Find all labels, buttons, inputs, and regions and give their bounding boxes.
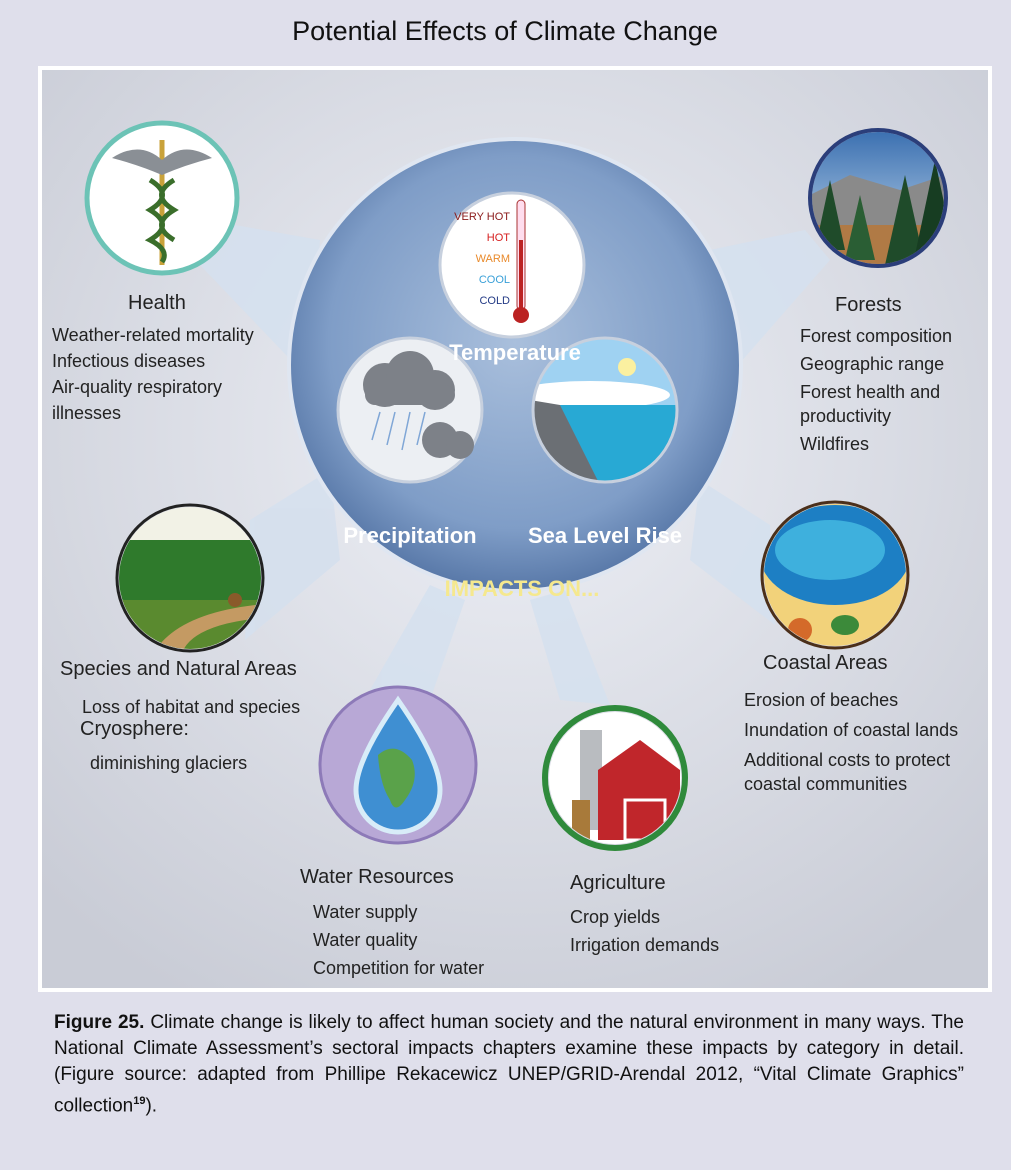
sector-items: Crop yields Irrigation demands bbox=[570, 903, 719, 959]
scale-label: COLD bbox=[479, 295, 510, 307]
sector-item: Water supply bbox=[313, 902, 418, 922]
sector-title: Forests bbox=[835, 294, 902, 316]
sector-item: Competition for water bbox=[313, 958, 485, 978]
forest-ring bbox=[808, 128, 948, 268]
driver-label: Sea Level Rise bbox=[528, 523, 682, 548]
rain bbox=[371, 411, 426, 451]
coastal-icon bbox=[764, 504, 906, 646]
species-ring bbox=[115, 503, 265, 653]
caption-end: ). bbox=[145, 1095, 158, 1117]
sector-item: Irrigation demands bbox=[570, 935, 720, 955]
thermometer-fill bbox=[519, 240, 523, 310]
agriculture-ring bbox=[542, 705, 688, 851]
sector-title: Water Resources bbox=[300, 866, 454, 888]
sector-item: Wildfires bbox=[800, 434, 870, 454]
scale-label: VERY HOT bbox=[454, 211, 510, 223]
title: Potential Effects of Climate Change bbox=[292, 16, 718, 46]
sector-title: Agriculture bbox=[570, 872, 666, 894]
sector-items: Weather-related mortality Infectious dis… bbox=[52, 322, 302, 426]
coastal-ring bbox=[760, 500, 910, 650]
sector-item: Additional costs to protect coastal comm… bbox=[744, 750, 951, 794]
caduceus bbox=[112, 140, 212, 265]
scale-label: WARM bbox=[476, 253, 510, 265]
sea-level-ring bbox=[531, 336, 679, 484]
driver-label: Precipitation bbox=[343, 523, 476, 548]
thermometer-scale: VERY HOT HOT WARM COOL COLD bbox=[454, 211, 510, 307]
sector-item: Forest composition bbox=[800, 326, 953, 346]
sector-item: Crop yields bbox=[570, 907, 661, 927]
sector-items: Water supply Water quality Competition f… bbox=[313, 898, 484, 982]
caption-label: Figure 25. bbox=[54, 1012, 145, 1033]
scale-label: COOL bbox=[479, 274, 510, 286]
caption: Figure 25. Climate change is likely to a… bbox=[54, 1010, 964, 1119]
sector-item: Infectious diseases bbox=[52, 351, 206, 371]
sector-item: Erosion of beaches bbox=[744, 690, 899, 710]
driver-label: Temperature bbox=[449, 340, 581, 365]
sector-items: Erosion of beaches Inundation of coastal… bbox=[744, 685, 979, 796]
caption-text: Climate change is likely to affect human… bbox=[54, 1012, 964, 1117]
temperature-icon bbox=[438, 191, 586, 339]
sea-level-icon bbox=[533, 338, 677, 482]
continent bbox=[378, 748, 415, 808]
thermometer-bulb bbox=[513, 307, 529, 323]
sector-title: Coastal Areas bbox=[763, 652, 888, 674]
sector-title: Species and Natural Areas bbox=[60, 658, 297, 680]
sector-item: Geographic range bbox=[800, 354, 945, 374]
impacts-label: IMPACTS ON... bbox=[445, 576, 600, 601]
clouds bbox=[363, 351, 474, 459]
sector-item: Forest health and productivity bbox=[800, 382, 941, 426]
agriculture-icon bbox=[549, 712, 681, 844]
sector-item: Weather-related mortality bbox=[52, 325, 254, 345]
sector-item: Loss of habitat and species bbox=[82, 697, 301, 717]
scale-label: HOT bbox=[487, 232, 511, 244]
sector-item: diminishing glaciers bbox=[90, 753, 248, 773]
sector-item: Air-quality respiratory illnesses bbox=[52, 377, 223, 423]
sector-items: Forest composition Geographic range Fore… bbox=[800, 322, 980, 458]
sector-item: Cryosphere: bbox=[80, 718, 189, 740]
sector-item: Water quality bbox=[313, 930, 418, 950]
species-icon bbox=[119, 507, 261, 649]
caption-reference: 19 bbox=[133, 1095, 146, 1107]
sector-item: Inundation of coastal lands bbox=[744, 720, 959, 740]
sector-title: Health bbox=[128, 292, 186, 314]
